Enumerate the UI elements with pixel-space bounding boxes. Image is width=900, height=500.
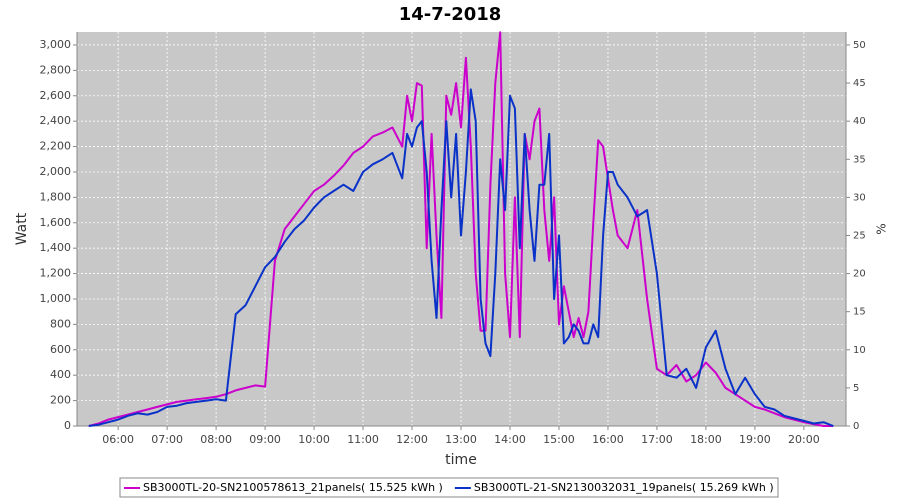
y-tick-label: 400: [50, 368, 71, 381]
x-tick-label: 12:00: [396, 433, 428, 446]
x-tick-label: 15:00: [543, 433, 575, 446]
chart-title: 14-7-2018: [399, 4, 502, 25]
y2-axis-label: %: [875, 223, 889, 234]
y2-tick-label: 45: [853, 78, 866, 89]
y-tick-label: 3,000: [40, 38, 72, 51]
y-tick-label: 1,800: [40, 190, 72, 203]
y-tick-label: 1,600: [40, 216, 72, 229]
y-tick-label: 800: [50, 317, 71, 330]
legend-label: SB3000TL-20-SN2100578613_21panels( 15.52…: [143, 481, 443, 494]
x-tick-label: 18:00: [690, 433, 722, 446]
y-tick-label: 2,800: [40, 63, 72, 76]
y2-tick-label: 50: [853, 40, 866, 51]
x-tick-label: 06:00: [102, 433, 134, 446]
x-tick-label: 13:00: [445, 433, 477, 446]
y-axis-label: Watt: [14, 212, 30, 245]
y2-tick-label: 40: [853, 116, 866, 127]
y-tick-label: 2,000: [40, 165, 72, 178]
y2-tick-label: 10: [853, 345, 866, 356]
x-tick-label: 20:00: [788, 433, 820, 446]
y2-tick-label: 0: [853, 421, 859, 432]
y2-tick-label: 25: [853, 230, 866, 241]
x-tick-label: 10:00: [298, 433, 330, 446]
y-tick-label: 2,600: [40, 89, 72, 102]
x-tick-label: 08:00: [200, 433, 232, 446]
x-tick-label: 07:00: [151, 433, 183, 446]
x-tick-label: 14:00: [494, 433, 526, 446]
y-tick-label: 2,400: [40, 114, 72, 127]
legend-label: SB3000TL-21-SN2130032031_19panels( 15.26…: [474, 481, 774, 494]
y2-tick-label: 30: [853, 192, 866, 203]
x-tick-label: 16:00: [592, 433, 624, 446]
y-tick-label: 600: [50, 343, 71, 356]
x-tick-label: 09:00: [249, 433, 281, 446]
x-axis-label: time: [445, 452, 477, 468]
y-tick-label: 0: [64, 419, 71, 432]
series-line: [88, 31, 834, 427]
x-tick-label: 11:00: [347, 433, 379, 446]
y-tick-label: 200: [50, 394, 71, 407]
x-tick-label: 19:00: [739, 433, 771, 446]
x-tick-label: 17:00: [641, 433, 673, 446]
y2-tick-label: 35: [853, 154, 866, 165]
series-line: [88, 88, 834, 427]
y-tick-label: 2,200: [40, 140, 72, 153]
y-tick-label: 1,400: [40, 241, 72, 254]
legend: [119, 477, 779, 498]
y2-tick-label: 5: [853, 383, 859, 394]
y-tick-label: 1,200: [40, 267, 72, 280]
y2-tick-label: 15: [853, 307, 866, 318]
y2-tick-label: 20: [853, 269, 866, 280]
y-tick-label: 1,000: [40, 292, 72, 305]
